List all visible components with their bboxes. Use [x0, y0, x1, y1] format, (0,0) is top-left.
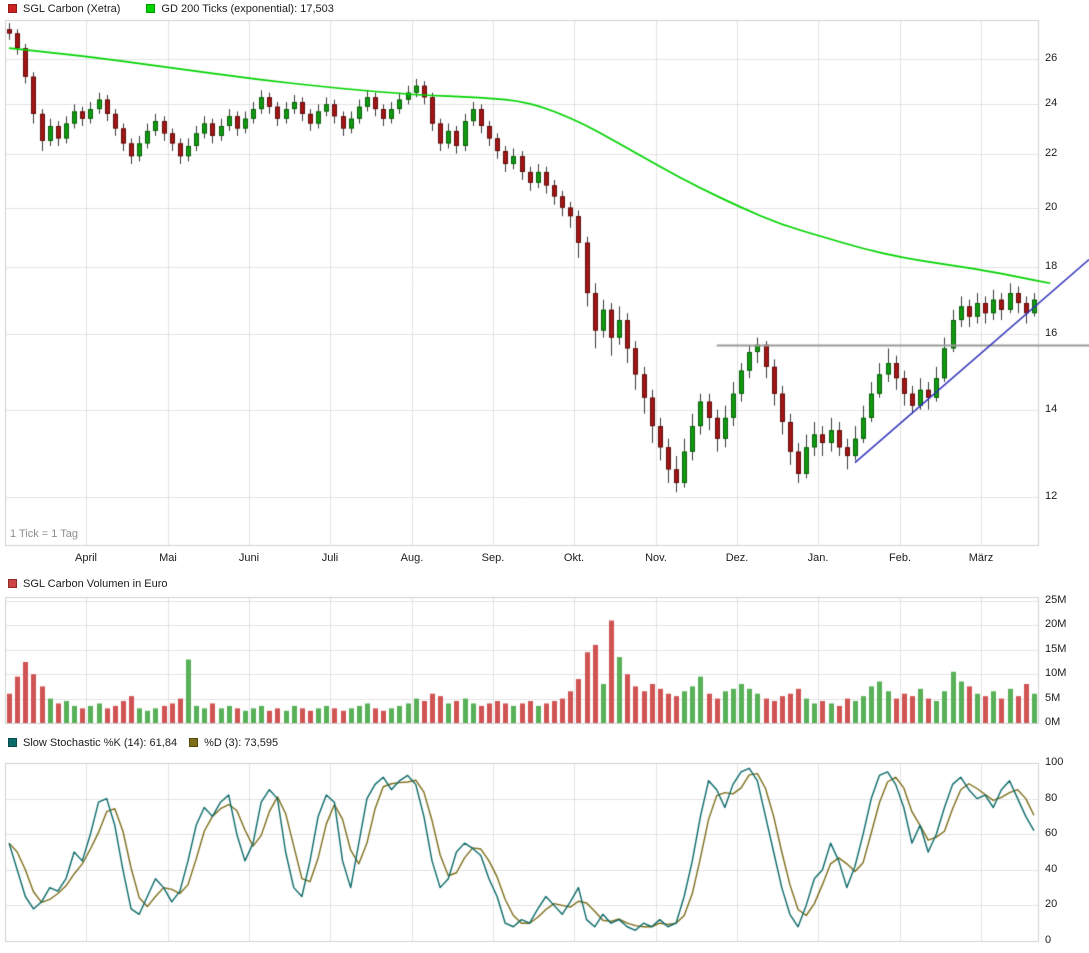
month-label: Juli — [321, 552, 339, 564]
price-series-label: SGL Carbon (Xetra) — [23, 2, 121, 15]
volume-axis-label: 15M — [1045, 643, 1067, 655]
price-axis-label: 20 — [1045, 201, 1058, 213]
month-label: Feb. — [888, 552, 912, 564]
month-label: Nov. — [645, 552, 667, 564]
stoch-k-label: Slow Stochastic %K (14): 61,84 — [23, 736, 178, 749]
month-label: Dez. — [725, 552, 749, 564]
legend-item-volume[interactable]: SGL Carbon Volumen in Euro — [8, 578, 168, 590]
stoch-d-label: %D (3): 73,595 — [204, 736, 279, 749]
price-axis-label: 18 — [1045, 260, 1058, 272]
price-axis-label: 14 — [1045, 403, 1058, 415]
stoch-axis-label: 80 — [1045, 792, 1058, 804]
tick-note: 1 Tick = 1 Tag — [10, 528, 78, 540]
volume-axis-label: 0M — [1045, 716, 1061, 728]
gd200-label: GD 200 Ticks (exponential): 17,503 — [161, 2, 334, 15]
legend-item-stoch-d[interactable]: %D (3): 73,595 — [189, 737, 278, 749]
stoch-d-swatch — [189, 738, 199, 747]
month-label: Sep. — [481, 552, 505, 564]
price-axis-label: 12 — [1045, 490, 1058, 502]
price-panel-legend: SGL Carbon (Xetra) GD 200 Ticks (exponen… — [8, 2, 334, 15]
price-axis-label: 26 — [1045, 52, 1058, 64]
stochastic-panel-legend: Slow Stochastic %K (14): 61,84 %D (3): 7… — [8, 736, 278, 749]
legend-item-gd200[interactable]: GD 200 Ticks (exponential): 17,503 — [146, 2, 334, 15]
stoch-axis-label: 20 — [1045, 898, 1058, 910]
month-label: Mai — [159, 552, 177, 564]
volume-series-swatch — [8, 579, 17, 588]
price-axis-label: 22 — [1045, 147, 1058, 159]
legend-item-price-series[interactable]: SGL Carbon (Xetra) — [8, 3, 120, 15]
volume-axis-label: 25M — [1045, 594, 1067, 606]
price-axis-label: 16 — [1045, 327, 1058, 339]
gd200-swatch — [146, 4, 156, 13]
month-label: Aug. — [400, 552, 424, 564]
stoch-axis-label: 100 — [1045, 756, 1064, 768]
volume-axis-label: 5M — [1045, 692, 1061, 704]
month-label: April — [74, 552, 98, 564]
volume-axis-label: 20M — [1045, 618, 1067, 630]
stoch-axis-label: 0 — [1045, 934, 1052, 946]
volume-axis-label: 10M — [1045, 667, 1067, 679]
stoch-k-swatch — [8, 738, 17, 747]
legend-item-stoch-k[interactable]: Slow Stochastic %K (14): 61,84 — [8, 737, 177, 749]
month-label: März — [968, 552, 994, 564]
volume-panel-legend: SGL Carbon Volumen in Euro — [8, 577, 168, 590]
volume-series-label: SGL Carbon Volumen in Euro — [23, 577, 168, 590]
stoch-axis-label: 60 — [1045, 827, 1058, 839]
price-axis-label: 24 — [1045, 97, 1058, 109]
month-label: Juni — [238, 552, 260, 564]
stoch-axis-label: 40 — [1045, 863, 1058, 875]
price-series-swatch — [8, 4, 17, 13]
month-label: Jan. — [807, 552, 829, 564]
month-label: Okt. — [563, 552, 585, 564]
